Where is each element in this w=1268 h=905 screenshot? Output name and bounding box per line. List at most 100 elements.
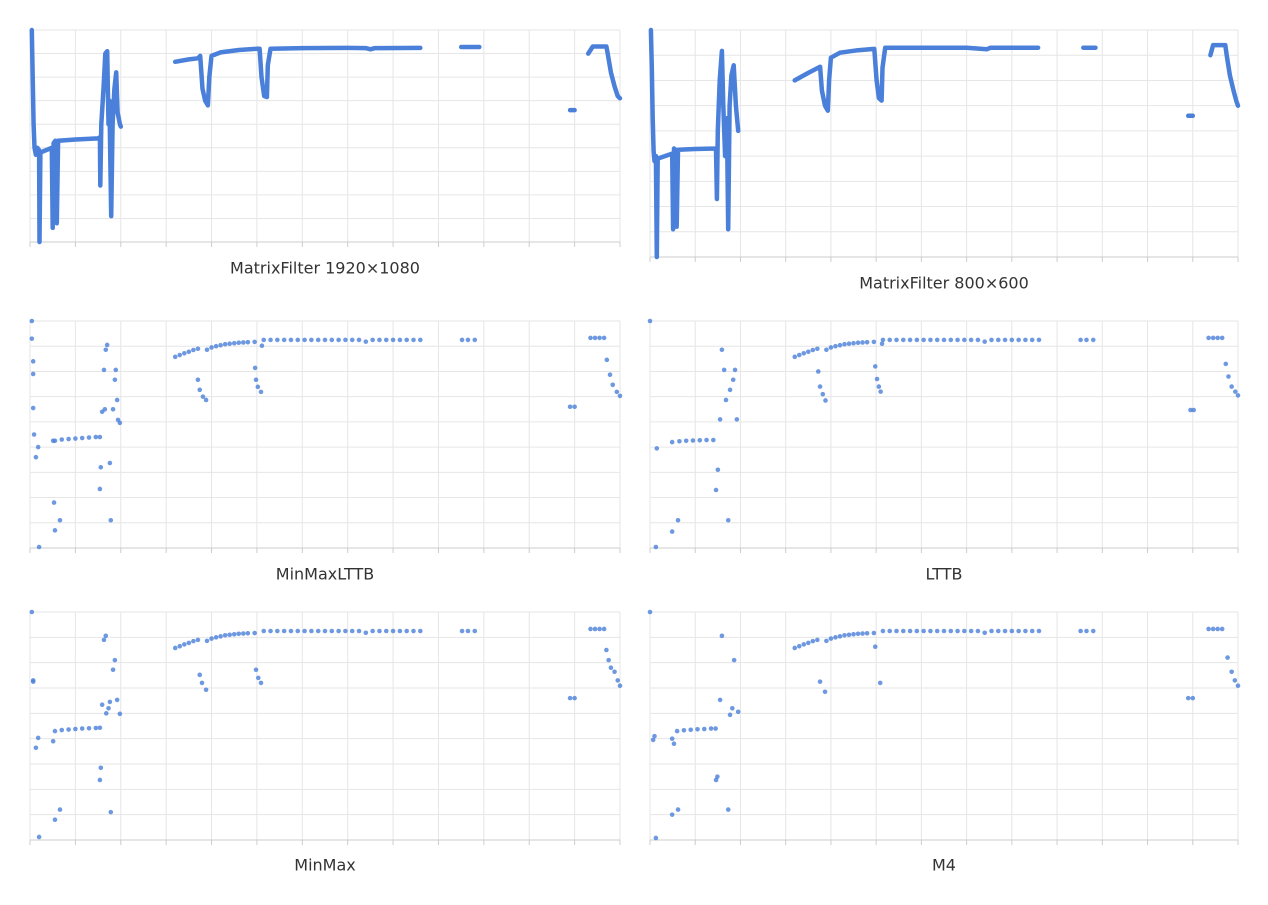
data-point (874, 376, 880, 382)
data-point (1223, 361, 1229, 367)
data-point (377, 337, 382, 343)
data-point (182, 642, 187, 647)
data-point (948, 628, 954, 634)
data-point (35, 444, 41, 450)
data-line (29, 27, 623, 245)
data-point (871, 630, 877, 636)
data-point (35, 735, 41, 741)
data-point (1235, 393, 1241, 398)
data-point (218, 634, 223, 639)
data-point (701, 726, 707, 732)
data-point (1191, 407, 1196, 413)
data-point (204, 638, 210, 644)
data-point (697, 438, 703, 443)
data-point (914, 628, 920, 634)
data-point (730, 377, 736, 383)
data-point (195, 346, 201, 352)
data-point (363, 339, 369, 344)
data-point (200, 394, 206, 399)
data-point (934, 628, 940, 634)
data-point (880, 628, 886, 634)
data-point (1036, 337, 1042, 343)
data-point (245, 630, 251, 636)
data-point (66, 436, 71, 442)
data-point (1078, 337, 1083, 343)
data-point (677, 439, 682, 444)
data-point (592, 335, 598, 341)
data-point (472, 628, 478, 634)
data-point (114, 697, 120, 703)
data-point (329, 337, 335, 343)
data-point (281, 628, 287, 634)
data-point (796, 352, 802, 358)
data-point (572, 404, 577, 410)
data-point (222, 341, 228, 347)
data-point (103, 711, 109, 716)
data-point (383, 628, 389, 634)
data-point (824, 347, 829, 353)
data-point (52, 728, 58, 734)
data-point (252, 365, 258, 371)
data-point (877, 680, 883, 686)
data-point (186, 349, 192, 355)
data-point (204, 347, 210, 353)
data-point (112, 377, 118, 383)
data-point (57, 807, 63, 812)
data-point (370, 628, 375, 634)
data-point (472, 337, 478, 343)
data-point (860, 631, 865, 636)
data-point (356, 337, 362, 343)
data-point (172, 354, 178, 360)
data-point (864, 630, 870, 636)
data-point (1232, 389, 1238, 394)
data-point (66, 727, 71, 732)
data-point (30, 678, 36, 683)
data-point (404, 628, 409, 634)
data-point (203, 687, 209, 693)
data-point (252, 339, 257, 345)
data-point (52, 528, 58, 533)
data-point (288, 628, 294, 634)
data-point (302, 628, 307, 634)
data-point (117, 420, 123, 426)
data-point (975, 337, 981, 343)
data-point (734, 417, 740, 422)
data-point (213, 635, 219, 640)
data-point (195, 637, 201, 643)
data-point (1226, 374, 1231, 379)
data-point (612, 669, 617, 675)
data-point (106, 705, 111, 711)
data-point (928, 628, 933, 634)
data-point (855, 340, 861, 345)
data-point (948, 337, 954, 343)
data-point (871, 339, 877, 345)
data-point (101, 637, 107, 643)
data-point (370, 337, 375, 343)
data-point (253, 377, 259, 383)
data-point (962, 628, 967, 634)
data-point (681, 728, 687, 733)
data-point (727, 712, 733, 718)
data-point (33, 745, 39, 751)
data-point (907, 337, 913, 343)
data-point (810, 638, 816, 644)
data-point (349, 628, 355, 634)
data-point (872, 644, 878, 650)
data-point (209, 636, 214, 641)
data-point (51, 500, 57, 505)
data-point (255, 384, 261, 390)
data-point (855, 631, 861, 637)
data-point (186, 640, 192, 646)
data-point (252, 630, 257, 636)
data-point (968, 628, 974, 634)
data-point (880, 337, 886, 343)
data-point (377, 628, 382, 634)
data-point (93, 725, 99, 731)
data-point (29, 336, 35, 341)
data-point (1029, 337, 1035, 343)
data-point (604, 647, 609, 653)
data-point (792, 354, 798, 360)
data-point (607, 372, 613, 378)
data-point (322, 337, 328, 343)
data-point (59, 437, 65, 442)
